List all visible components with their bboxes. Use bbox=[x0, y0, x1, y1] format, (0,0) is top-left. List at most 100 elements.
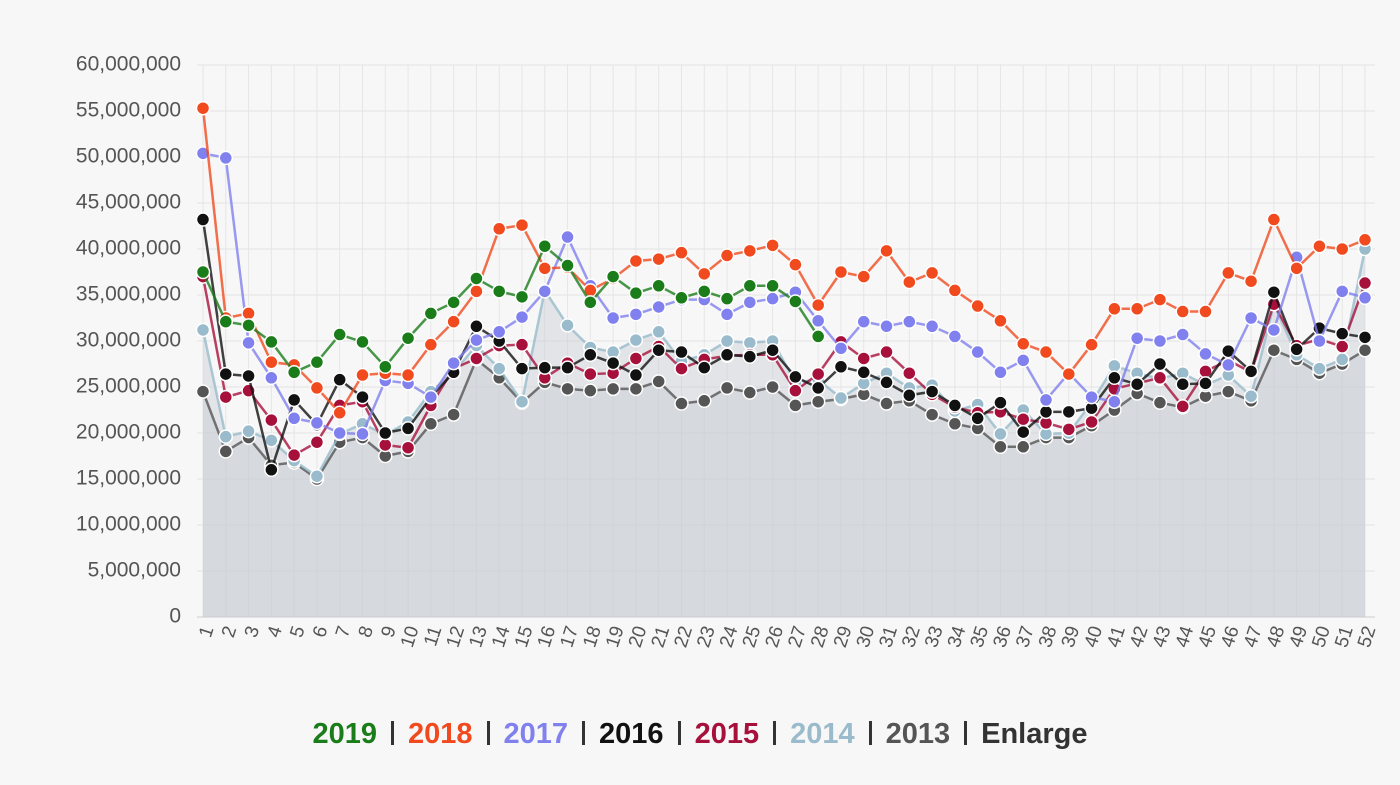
data-point bbox=[765, 342, 780, 358]
data-point bbox=[628, 381, 644, 397]
legend-separator bbox=[964, 721, 968, 745]
data-point bbox=[1084, 337, 1099, 352]
data-point bbox=[970, 344, 985, 360]
enlarge-link[interactable]: Enlarge bbox=[981, 718, 1088, 750]
legend-item[interactable]: 2017 bbox=[503, 718, 569, 750]
data-point bbox=[218, 314, 234, 329]
data-point bbox=[810, 329, 826, 344]
data-point bbox=[1015, 336, 1031, 352]
data-point bbox=[719, 291, 735, 306]
data-point bbox=[218, 429, 234, 444]
data-point bbox=[651, 278, 666, 294]
data-point bbox=[1312, 333, 1327, 349]
data-point bbox=[400, 440, 416, 455]
y-tick-label: 20,000,000 bbox=[76, 421, 181, 444]
data-point bbox=[1243, 310, 1259, 326]
data-point bbox=[423, 337, 439, 352]
x-tick-label: 49 bbox=[1286, 624, 1313, 651]
data-point bbox=[810, 366, 826, 382]
data-point bbox=[628, 307, 644, 322]
x-tick-label: 38 bbox=[1035, 624, 1062, 651]
data-point bbox=[469, 284, 484, 299]
data-point bbox=[1198, 376, 1213, 391]
data-point bbox=[469, 319, 484, 334]
data-point bbox=[810, 313, 826, 329]
data-point bbox=[1152, 333, 1168, 349]
data-point bbox=[1266, 342, 1282, 358]
data-point bbox=[674, 290, 689, 306]
chart: 1 2 3 4 5 6 7 8 91011121314151617181920212223242… bbox=[76, 53, 1381, 651]
data-point bbox=[355, 334, 370, 350]
legend-item[interactable]: 2016 bbox=[599, 718, 664, 750]
data-point bbox=[378, 437, 393, 453]
data-point bbox=[264, 433, 279, 448]
data-point bbox=[742, 335, 758, 351]
data-point bbox=[628, 332, 644, 348]
legend-separator bbox=[868, 721, 872, 745]
data-point bbox=[1357, 232, 1373, 248]
data-point bbox=[309, 380, 325, 396]
data-point bbox=[241, 335, 256, 351]
data-point bbox=[879, 375, 894, 390]
data-point bbox=[1107, 370, 1122, 386]
data-point bbox=[560, 360, 575, 375]
legend-item[interactable]: 2013 bbox=[885, 718, 951, 750]
data-point bbox=[879, 243, 894, 259]
data-point bbox=[514, 217, 530, 233]
legend-item[interactable]: 2018 bbox=[408, 718, 473, 750]
y-tick-label: 50,000,000 bbox=[76, 145, 181, 168]
data-point bbox=[514, 337, 530, 352]
data-point bbox=[1129, 301, 1145, 317]
data-point bbox=[195, 264, 211, 280]
data-point bbox=[833, 390, 849, 406]
legend-separator bbox=[677, 721, 681, 745]
x-tick-label: 36 bbox=[989, 624, 1016, 651]
data-point bbox=[514, 394, 530, 409]
series-line bbox=[201, 219, 1366, 475]
data-point bbox=[1198, 346, 1213, 362]
x-tick-label: 24 bbox=[716, 623, 743, 650]
data-point bbox=[286, 411, 302, 426]
x-tick-label: 21 bbox=[648, 624, 675, 651]
legend-item[interactable]: 2019 bbox=[312, 718, 378, 750]
data-point bbox=[1175, 304, 1190, 319]
data-point bbox=[446, 407, 461, 422]
x-tick-label: 4 bbox=[264, 623, 287, 640]
data-point bbox=[491, 221, 507, 237]
legend-item[interactable]: 2015 bbox=[694, 718, 760, 750]
x-tick-label: 32 bbox=[898, 624, 925, 651]
data-point bbox=[1061, 404, 1077, 420]
series-line bbox=[201, 244, 820, 374]
legend-item[interactable]: 2014 bbox=[790, 718, 855, 750]
data-point bbox=[697, 284, 712, 299]
data-point bbox=[970, 298, 985, 314]
data-point bbox=[195, 384, 211, 399]
data-point bbox=[491, 361, 507, 376]
data-point bbox=[605, 269, 621, 284]
data-point bbox=[742, 243, 758, 259]
data-point bbox=[423, 306, 439, 321]
data-point bbox=[947, 329, 963, 344]
x-tick-label: 33 bbox=[921, 624, 948, 651]
data-point bbox=[1312, 361, 1327, 376]
data-point bbox=[1289, 261, 1304, 276]
data-point bbox=[218, 444, 234, 459]
x-tick-label: 20 bbox=[625, 624, 652, 651]
data-point bbox=[1334, 352, 1350, 367]
data-point bbox=[560, 318, 575, 333]
data-point bbox=[195, 212, 211, 227]
data-point bbox=[537, 360, 553, 375]
data-point bbox=[674, 245, 689, 260]
data-point bbox=[264, 462, 279, 478]
data-point bbox=[1243, 273, 1259, 289]
data-point bbox=[879, 396, 894, 411]
data-point bbox=[674, 344, 689, 360]
data-point bbox=[719, 380, 735, 396]
data-point bbox=[1084, 414, 1099, 430]
data-point bbox=[1175, 376, 1190, 392]
data-point bbox=[514, 289, 530, 305]
data-point bbox=[902, 388, 917, 403]
data-point bbox=[924, 384, 940, 399]
series-line bbox=[202, 152, 1366, 436]
x-tick-label: 28 bbox=[807, 624, 834, 651]
